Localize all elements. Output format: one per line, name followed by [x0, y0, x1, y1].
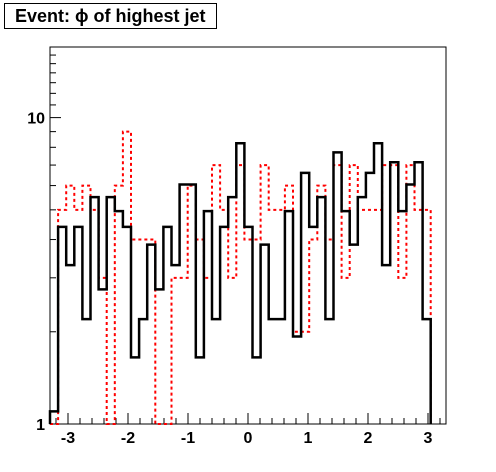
histogram-bin — [82, 319, 90, 424]
histogram-bin — [423, 319, 431, 424]
histogram-bin — [390, 162, 398, 424]
histogram-bin — [334, 152, 342, 424]
histogram-step-line — [48, 141, 432, 424]
histogram-bin — [350, 245, 358, 424]
histogram-bin — [180, 184, 188, 424]
histogram-bin — [123, 227, 131, 424]
histogram-bin — [309, 227, 317, 424]
histogram-bin — [317, 197, 325, 424]
axis-tick-labels: -3 -2 -1 0 1 2 3 1 10 — [27, 111, 432, 447]
histogram-bin — [406, 184, 414, 424]
histogram-bin — [382, 265, 390, 424]
histogram-bin — [99, 289, 107, 424]
histogram-bin — [374, 143, 382, 424]
histogram-bin — [285, 211, 293, 424]
histogram-bin — [342, 211, 350, 424]
x-tick-label: 2 — [364, 430, 373, 447]
histogram-bin — [196, 357, 204, 424]
histogram-bin — [155, 289, 163, 424]
chart-title-box: Event: ϕ of highest jet — [4, 3, 217, 29]
histogram-bin — [139, 319, 147, 424]
histogram-bin — [301, 173, 309, 424]
x-tick-label: -2 — [121, 430, 135, 447]
histogram-bin — [115, 211, 123, 424]
histogram-bin — [236, 143, 244, 424]
histogram-step-line — [50, 130, 432, 425]
y-tick-label: 10 — [27, 111, 45, 128]
y-tick-label: 1 — [36, 417, 45, 434]
axis-ticks — [50, 46, 441, 425]
histogram-bin — [220, 227, 228, 424]
histogram-bin — [107, 197, 115, 424]
histogram-bin — [269, 319, 277, 424]
x-tick-label: 0 — [244, 430, 253, 447]
histogram-bin — [253, 357, 261, 424]
histogram-bin — [147, 245, 155, 424]
histogram-bin — [358, 197, 366, 424]
histogram-bin — [228, 197, 236, 424]
histogram-bin — [163, 227, 171, 424]
histogram-bin — [325, 319, 333, 424]
histogram-bin — [172, 265, 180, 424]
x-tick-label: -1 — [181, 430, 195, 447]
series-red-dotted — [50, 130, 432, 425]
histogram-bin — [50, 411, 58, 424]
histogram-bin — [74, 227, 82, 424]
chart-title: Event: ϕ of highest jet — [15, 5, 206, 26]
histogram-bin — [91, 197, 99, 424]
histogram-bin — [293, 337, 301, 424]
histogram-bin — [131, 357, 139, 424]
histogram-bin — [261, 245, 269, 424]
histogram-bin — [415, 162, 423, 424]
histogram-bin — [66, 265, 74, 424]
x-tick-label: 1 — [304, 430, 313, 447]
x-tick-label: 3 — [424, 430, 433, 447]
histogram-bin — [244, 227, 252, 424]
histogram-bin — [277, 319, 285, 424]
histogram-bin — [212, 319, 220, 424]
x-tick-label: -3 — [61, 430, 75, 447]
histogram-bin — [58, 227, 66, 424]
histogram-bin — [366, 173, 374, 424]
series-layer — [48, 130, 432, 425]
histogram-bin — [188, 184, 196, 424]
histogram-bin — [398, 211, 406, 424]
series-black-solid — [48, 141, 432, 424]
histogram-bin — [204, 211, 212, 424]
